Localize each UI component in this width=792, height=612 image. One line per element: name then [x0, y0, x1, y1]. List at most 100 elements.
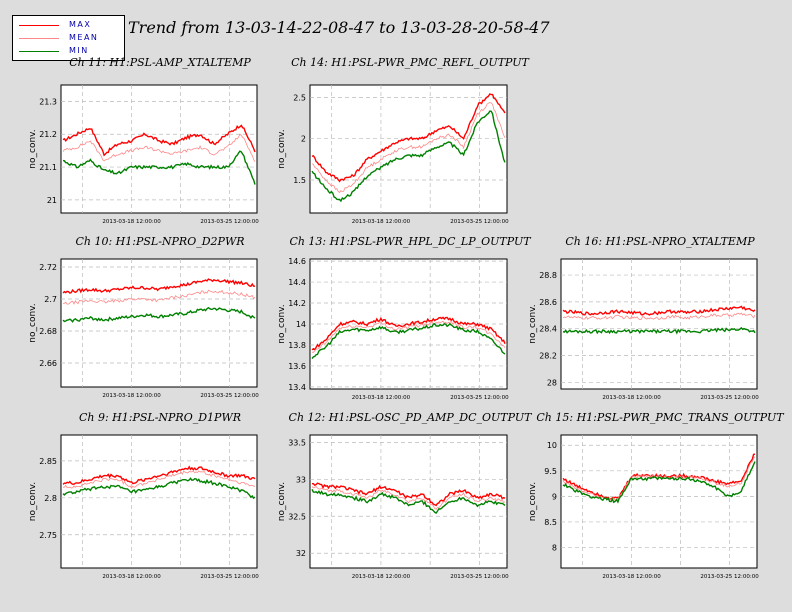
series-line-min [311, 110, 506, 203]
y-tick-label: 33 [296, 475, 306, 484]
plot-area [60, 434, 258, 569]
y-tick-label: 1.5 [293, 176, 306, 185]
x-tick-label: 2013-03-18 12:00:00 [102, 574, 161, 580]
plot-area [560, 258, 758, 390]
legend: MAX MEAN MIN [12, 15, 125, 61]
y-tick-label: 33.5 [288, 438, 306, 447]
x-tick-label: 2013-03-18 12:00:00 [102, 219, 161, 225]
y-tick-label: 28.2 [539, 351, 557, 360]
chart-title: Ch 14: H1:PSL-PWR_PMC_REFL_OUTPUT [291, 56, 530, 69]
y-axis-label: no_conv. [277, 129, 287, 168]
chart-3: Ch 10: H1:PSL-NPRO_D2PWR 2.66 2.68 2.7 2.72 2… [28, 235, 259, 399]
x-tick-label: 2013-03-25 12:00:00 [450, 574, 509, 580]
y-tick-label: 8 [552, 544, 557, 553]
series-line-mean [62, 133, 256, 162]
y-tick-label: 21.2 [39, 130, 57, 139]
legend-swatch [19, 25, 59, 26]
y-tick-label: 2.8 [44, 494, 57, 503]
series-line-max [312, 482, 506, 507]
y-tick-label: 13.4 [288, 383, 306, 392]
series-line-max [311, 316, 506, 351]
x-tick-label: 2013-03-18 12:00:00 [352, 395, 411, 401]
y-axis-label: no_conv. [528, 304, 538, 343]
legend-item-mean: MEAN [13, 32, 124, 46]
legend-swatch [19, 51, 59, 52]
series-line-mean [62, 289, 256, 305]
chart-title: Ch 15: H1:PSL-PWR_PMC_TRANS_OUTPUT [536, 411, 785, 424]
y-tick-label: 21.1 [39, 163, 57, 172]
x-tick-label: 2013-03-25 12:00:00 [200, 219, 259, 225]
chart-8: Ch 15: H1:PSL-PWR_PMC_TRANS_OUTPUT 8 8.5 9 9… [528, 411, 785, 580]
x-tick-label: 2013-03-25 12:00:00 [200, 574, 259, 580]
series-line-min [62, 306, 256, 323]
plot-area [309, 434, 508, 569]
series-line-min [311, 488, 506, 515]
y-axis-label: no_conv. [28, 303, 38, 342]
y-tick-label: 2.72 [39, 263, 57, 272]
series-line-min [62, 150, 256, 185]
y-tick-label: 13.8 [288, 341, 306, 350]
chart-title: Ch 12: H1:PSL-OSC_PD_AMP_DC_OUTPUT [289, 411, 534, 424]
x-tick-label: 2013-03-25 12:00:00 [700, 574, 759, 580]
chart-4: Ch 13: H1:PSL-PWR_HPL_DC_LP_OUTPUT 13.4 13… [277, 235, 532, 401]
y-tick-label: 14 [296, 320, 306, 329]
y-tick-label: 14.4 [288, 278, 306, 287]
chart-2: Ch 14: H1:PSL-PWR_PMC_REFL_OUTPUT 1.5 2 2.5… [277, 56, 531, 225]
x-tick-label: 2013-03-18 12:00:00 [102, 393, 161, 399]
chart-5: Ch 16: H1:PSL-NPRO_XTALTEMP 28 28.2 28.4 28.… [528, 235, 759, 401]
series-line-mean [562, 312, 756, 320]
legend-label: MAX [69, 20, 92, 29]
series-line-max [62, 124, 256, 157]
chart-6: Ch 9: H1:PSL-NPRO_D1PWR 2.75 2.8 2.85 2013-0… [28, 411, 259, 580]
y-tick-label: 28.8 [539, 271, 557, 280]
y-tick-label: 14.6 [288, 257, 306, 266]
legend-label: MEAN [69, 33, 99, 42]
y-tick-label: 2.85 [39, 457, 57, 466]
y-tick-label: 13.6 [288, 362, 306, 371]
y-tick-label: 21.3 [39, 97, 57, 106]
chart-title: Ch 11: H1:PSL-AMP_XTALTEMP [69, 56, 251, 69]
chart-title: Ch 16: H1:PSL-NPRO_XTALTEMP [565, 235, 755, 248]
x-tick-label: 2013-03-18 12:00:00 [602, 574, 661, 580]
y-axis-label: no_conv. [277, 304, 287, 343]
y-tick-label: 2.7 [44, 295, 57, 304]
y-tick-label: 32.5 [288, 512, 306, 521]
x-tick-label: 2013-03-25 12:00:00 [450, 395, 509, 401]
legend-item-min: MIN [13, 45, 124, 59]
y-axis-label: no_conv. [277, 482, 287, 521]
series-line-max [62, 465, 256, 485]
y-tick-label: 2.66 [39, 359, 57, 368]
series-line-mean [311, 486, 506, 510]
y-tick-label: 2 [301, 135, 306, 144]
legend-label: MIN [69, 46, 89, 55]
series-line-min [311, 322, 506, 360]
y-axis-label: no_conv. [528, 482, 538, 521]
plot-area [560, 434, 758, 569]
x-tick-label: 2013-03-25 12:00:00 [200, 393, 259, 399]
series-line-mean [63, 470, 256, 489]
plot-area [60, 84, 258, 214]
x-tick-label: 2013-03-18 12:00:00 [352, 219, 411, 225]
y-axis-label: no_conv. [28, 129, 38, 168]
series-line-mean [311, 102, 506, 193]
y-tick-label: 9.5 [544, 467, 557, 476]
chart-7: Ch 12: H1:PSL-OSC_PD_AMP_DC_OUTPUT 32 32.5… [277, 411, 533, 580]
legend-swatch [19, 38, 59, 39]
series-line-mean [311, 320, 506, 353]
y-tick-label: 14.2 [288, 299, 306, 308]
series-line-max [62, 278, 255, 294]
y-tick-label: 28.6 [539, 298, 557, 307]
legend-item-max: MAX [13, 19, 124, 33]
y-tick-label: 2.5 [293, 93, 306, 102]
x-tick-label: 2013-03-18 12:00:00 [352, 574, 411, 580]
y-tick-label: 21 [47, 196, 57, 205]
chart-title: Ch 13: H1:PSL-PWR_HPL_DC_LP_OUTPUT [289, 235, 532, 248]
series-line-max [311, 93, 506, 183]
plot-area [309, 84, 508, 214]
y-tick-label: 2.68 [39, 327, 57, 336]
chart-1: Ch 11: H1:PSL-AMP_XTALTEMP 21 21.1 21.2 21.3… [28, 56, 259, 225]
series-line-min [562, 326, 756, 335]
y-tick-label: 8.5 [544, 518, 557, 527]
x-tick-label: 2013-03-25 12:00:00 [700, 395, 759, 401]
